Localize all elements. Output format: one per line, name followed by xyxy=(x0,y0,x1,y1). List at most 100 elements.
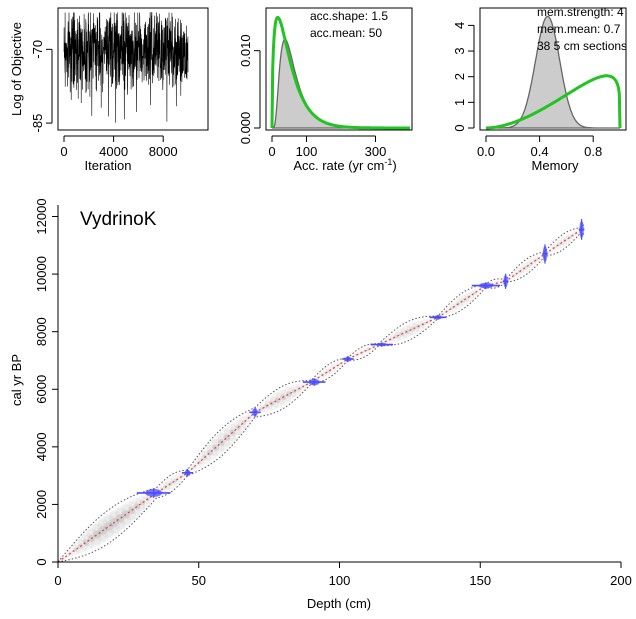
uncertainty-cloud-segment xyxy=(164,477,177,490)
uncertainty-cloud-segment xyxy=(364,346,372,354)
x-axis-title: Acc. rate (yr cm-1) xyxy=(293,157,396,173)
objective-trace-line xyxy=(63,12,189,123)
annotation-acc-shape: acc.shape: 1.5 xyxy=(310,9,388,23)
axis-ticks: 0 100 300 0.000 0.010 xyxy=(238,34,386,159)
uncertainty-cloud-segment xyxy=(237,416,251,429)
uncertainty-cloud-segment xyxy=(447,303,457,313)
uncertainty-core-segment xyxy=(366,348,370,352)
uncertainty-cloud-segment xyxy=(171,474,182,486)
date-marker xyxy=(471,282,500,290)
x-tick-label: 4000 xyxy=(99,144,128,159)
plot-frame xyxy=(57,7,209,131)
uncertainty-cloud-segment xyxy=(108,507,131,530)
y-tick-label: 10000 xyxy=(34,256,49,292)
y-tick-label: -85 xyxy=(30,114,45,133)
x-tick-label: 0 xyxy=(54,573,61,588)
x-tick-label: 0.4 xyxy=(531,144,549,159)
plot-frame xyxy=(265,7,413,131)
posterior-density-area xyxy=(486,15,620,129)
x-axis-title-main: Acc. rate (yr cm xyxy=(293,158,384,173)
uncertainty-cloud-segment xyxy=(390,331,401,342)
uncertainty-cloud-segment xyxy=(69,544,81,556)
dated-samples xyxy=(136,219,585,498)
y-tick-label: 0 xyxy=(452,124,467,131)
x-tick-label: 0.0 xyxy=(477,144,495,159)
uncertainty-cloud-segment xyxy=(281,387,296,402)
panel-accumulation-rate: acc.shape: 1.5 acc.mean: 50 0 100 300 0.000… xyxy=(238,7,413,173)
x-axis-title: Memory xyxy=(532,158,579,173)
mean-age-line xyxy=(57,228,585,563)
uncertainty-core-segment xyxy=(546,251,549,254)
date-marker xyxy=(578,219,585,240)
uncertainty-cloud-segment xyxy=(419,319,429,329)
axis-ticks: 0 4000 8000 -85 -70 xyxy=(30,40,178,159)
uncertainty-cloud-segment xyxy=(406,322,420,336)
x-axis-title-suffix: ) xyxy=(392,158,396,173)
y-tick-label: 2 xyxy=(452,73,467,80)
uncertainty-cloud-segment xyxy=(121,501,141,521)
date-marker xyxy=(342,355,354,363)
y-axis-title: Log of Objective xyxy=(9,22,24,116)
uncertainty-core-segment xyxy=(473,291,477,295)
x-tick-label: 8000 xyxy=(149,144,178,159)
plot-frame xyxy=(479,7,627,131)
x-tick-label: 50 xyxy=(192,573,206,588)
y-tick-label: -70 xyxy=(30,40,45,59)
uncertainty-cloud-segment xyxy=(270,392,286,408)
chart-title: VydrinoK xyxy=(80,209,157,230)
panel-memory: mem.strength: 4 mem.mean: 0.7 38 5 cm se… xyxy=(452,5,627,173)
uncertainty-cloud-segment xyxy=(520,262,531,273)
y-tick-label: 0.010 xyxy=(238,34,253,67)
annotation-acc-mean: acc.mean: 50 xyxy=(310,26,382,40)
prior-density-line xyxy=(270,15,410,130)
date-marker xyxy=(181,468,194,477)
x-tick-label: 150 xyxy=(469,573,491,588)
date-marker xyxy=(502,273,509,289)
y-tick-label: 0 xyxy=(34,558,49,565)
uncertainty-cloud-segment xyxy=(159,482,171,493)
uncertainty-core-segment xyxy=(315,377,319,380)
uncertainty-cloud-segment xyxy=(323,366,333,376)
panel-age-depth: 0 50 100 150 200020004000600080001000012000 … xyxy=(9,198,632,611)
uncertainty-cloud-segment xyxy=(554,239,565,250)
date-marker xyxy=(302,378,326,386)
y-tick-label: 4 xyxy=(452,22,467,29)
uncertainty-core-segment xyxy=(410,326,416,332)
date-marker xyxy=(542,244,548,264)
x-axis-title: Depth (cm) xyxy=(307,596,371,611)
uncertainty-cloud-segment xyxy=(295,383,305,393)
uncertainty-cloud-segment xyxy=(260,400,273,413)
x-tick-label: 0.8 xyxy=(584,144,602,159)
x-tick-label: 100 xyxy=(296,144,318,159)
x-tick-label: 200 xyxy=(610,573,632,588)
date-marker xyxy=(370,342,393,347)
uncertainty-core-segment xyxy=(274,397,281,404)
annotation-mem-mean: mem.mean: 0.7 xyxy=(537,22,621,36)
x-tick-label: 0 xyxy=(268,144,275,159)
x-axis-title-superscript: -1 xyxy=(384,157,392,167)
panel-log-objective: 0 4000 8000 -85 -70 Iteration Log of Objecti… xyxy=(9,7,209,173)
x-tick-label: 300 xyxy=(365,144,387,159)
y-tick-label: 2000 xyxy=(34,490,49,519)
y-tick-label: 8000 xyxy=(34,317,49,346)
y-tick-label: 12000 xyxy=(34,198,49,234)
date-marker xyxy=(429,314,447,320)
annotation-sections: 38 5 cm sections xyxy=(537,39,627,53)
y-tick-label: 0.000 xyxy=(238,112,253,145)
date-marker xyxy=(136,488,171,498)
x-axis-title: Iteration xyxy=(85,158,132,173)
uncertainty-cloud-segment xyxy=(97,515,120,538)
y-tick-label: 1 xyxy=(452,99,467,106)
annotation-mem-strength: mem.strength: 4 xyxy=(537,5,624,19)
x-tick-label: 100 xyxy=(329,573,351,588)
date-marker xyxy=(249,407,261,418)
y-tick-label: 3 xyxy=(452,47,467,54)
uncertainty-core-segment xyxy=(145,496,151,501)
x-tick-label: 0 xyxy=(60,144,67,159)
y-axis-title: cal yr BP xyxy=(9,354,24,406)
uncertainty-cloud-segment xyxy=(457,294,469,307)
y-tick-label: 6000 xyxy=(34,375,49,404)
